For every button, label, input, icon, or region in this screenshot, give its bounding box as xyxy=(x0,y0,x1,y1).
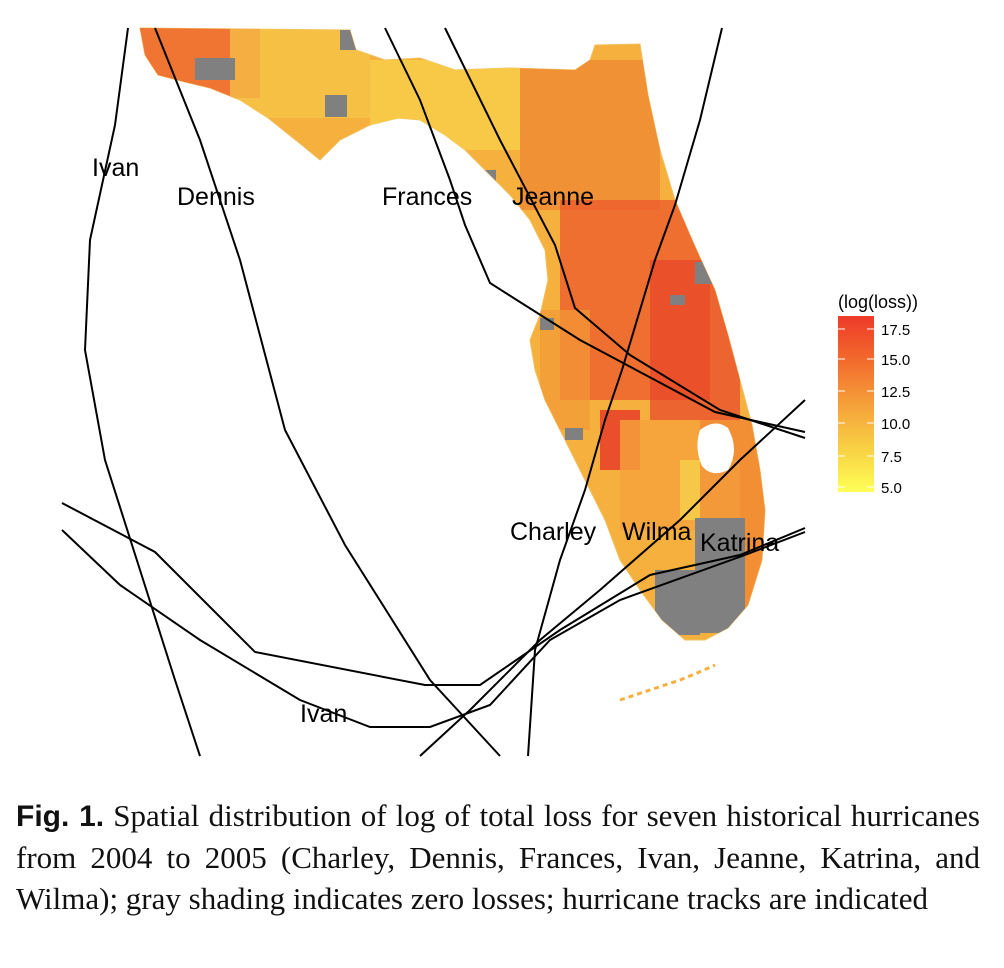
legend-title: (log(loss)) xyxy=(838,292,918,312)
track-charley xyxy=(527,27,723,757)
label-ivan-south: Ivan xyxy=(300,700,347,728)
track-wilma xyxy=(419,399,806,757)
florida-landmass xyxy=(139,27,766,702)
track-ivan-north xyxy=(83,27,201,757)
legend-tick-5: 5.0 xyxy=(881,480,902,497)
florida-loss-map: Ivan Dennis Frances Jeanne Charley Wilma… xyxy=(61,27,918,757)
legend-colorbar xyxy=(838,316,874,492)
label-dennis: Dennis xyxy=(177,183,255,211)
color-legend: (log(loss)) 17.5 15.0 12.5 10.0 7.5 5.0 xyxy=(838,292,918,497)
track-frances xyxy=(384,27,806,433)
label-ivan-north: Ivan xyxy=(92,154,139,182)
track-jeanne xyxy=(444,27,806,439)
label-wilma: Wilma xyxy=(622,518,692,546)
legend-tick-1: 15.0 xyxy=(881,352,910,369)
figure-label: Fig. 1. xyxy=(16,800,105,833)
florida-keys xyxy=(619,663,716,702)
legend-tick-3: 10.0 xyxy=(881,416,910,433)
label-jeanne: Jeanne xyxy=(512,183,594,211)
track-dennis xyxy=(154,27,501,757)
legend-tick-0: 17.5 xyxy=(881,322,910,339)
label-charley: Charley xyxy=(510,518,597,546)
legend-tick-2: 12.5 xyxy=(881,384,910,401)
legend-tick-4: 7.5 xyxy=(881,449,902,466)
caption-text: Spatial distribution of log of total los… xyxy=(16,798,980,916)
lake-okeechobee xyxy=(697,423,734,474)
label-frances: Frances xyxy=(382,183,472,211)
hurricane-tracks xyxy=(61,27,806,757)
track-katrina xyxy=(61,502,806,686)
legend-ticks: 17.5 15.0 12.5 10.0 7.5 5.0 xyxy=(838,322,910,497)
zero-loss-region xyxy=(695,518,745,633)
label-katrina: Katrina xyxy=(700,529,779,557)
figure-caption: Fig. 1. Spatial distribution of log of t… xyxy=(16,795,980,919)
track-ivan-south xyxy=(61,529,806,728)
